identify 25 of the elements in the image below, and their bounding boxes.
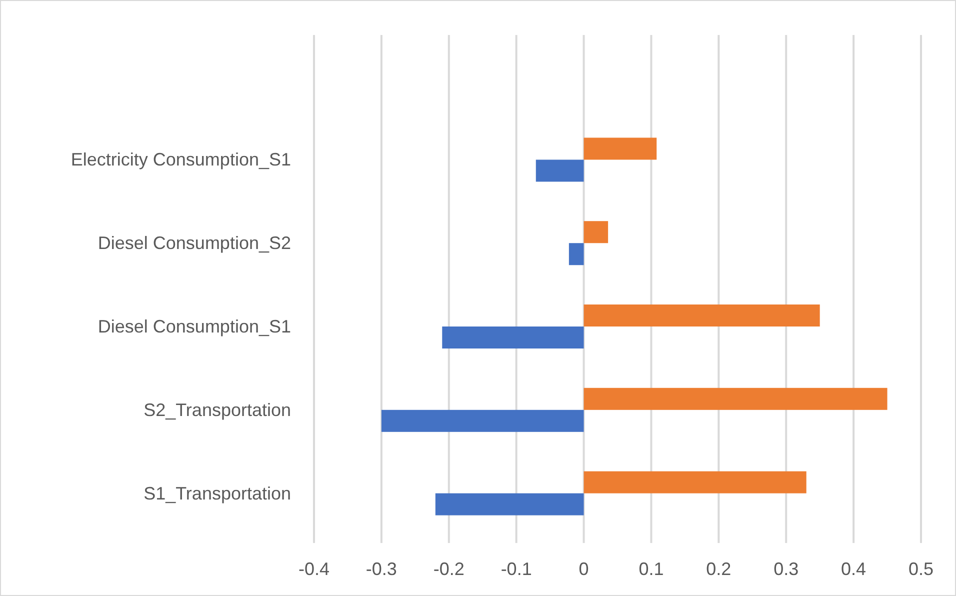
bar	[584, 221, 608, 244]
x-tick-label: 0.5	[908, 559, 934, 579]
x-tick-label: 0.4	[841, 559, 866, 579]
y-tick-label: Electricity Consumption_S1	[70, 150, 291, 170]
x-tick-label: -0.1	[500, 559, 532, 579]
y-tick-label: S1_Transportation	[144, 483, 291, 504]
bar	[584, 138, 657, 160]
bar	[584, 471, 806, 494]
bar	[568, 243, 584, 266]
x-tick-label: 0.3	[774, 559, 799, 579]
y-tick-label: Diesel Consumption_S1	[98, 316, 291, 336]
x-tick-label: 0.1	[638, 559, 664, 579]
x-tick-label: -0.3	[366, 559, 397, 579]
y-tick-label: Diesel Consumption_S2	[98, 233, 291, 254]
x-tick-label: -0.2	[433, 559, 464, 579]
bar	[584, 304, 820, 326]
y-tick-label: S2_Transportation	[144, 400, 291, 420]
bar	[381, 410, 584, 432]
x-tick-label: 0.2	[706, 559, 732, 579]
bar	[536, 160, 584, 182]
bar	[584, 388, 888, 410]
bar	[435, 493, 584, 516]
bar	[442, 326, 584, 348]
x-tick-label: 0	[578, 559, 589, 579]
x-tick-label: -0.4	[298, 559, 330, 579]
